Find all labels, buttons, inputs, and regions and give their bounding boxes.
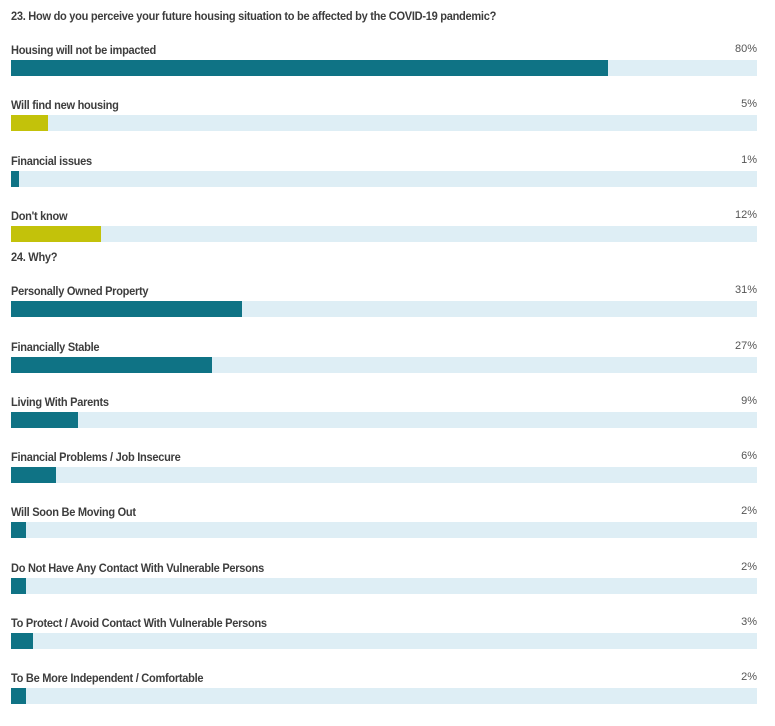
- category-label: To Be More Independent / Comfortable: [11, 671, 204, 686]
- bar-track: [11, 688, 757, 705]
- category-label: Financially Stable: [11, 339, 100, 354]
- bar: [11, 633, 33, 649]
- value-label: 27%: [734, 339, 757, 352]
- bar: [11, 577, 26, 594]
- value-label: 31%: [734, 284, 757, 297]
- value-label: 6%: [741, 450, 757, 463]
- value-label: 2%: [741, 671, 757, 684]
- category-label: Living With Parents: [11, 394, 109, 409]
- value-label: 5%: [741, 98, 757, 111]
- bar: [11, 522, 26, 539]
- bar-track: [11, 170, 757, 187]
- category-label: Don't know: [11, 208, 68, 223]
- bar-track: [11, 577, 757, 594]
- bar: [11, 115, 48, 132]
- bar: [11, 411, 78, 428]
- bar: [11, 356, 212, 373]
- value-label: 12%: [734, 208, 757, 221]
- bar-track: [11, 115, 757, 132]
- category-label: Housing will not be impacted: [11, 43, 157, 57]
- bar-track: [11, 301, 757, 318]
- category-label: Financial issues: [11, 153, 92, 168]
- value-label: 2%: [741, 560, 757, 573]
- bar-track: [11, 225, 757, 242]
- bar-track: [11, 633, 757, 649]
- question-title: 24. Why?: [11, 250, 58, 265]
- value-label: 9%: [741, 394, 757, 407]
- bar: [11, 688, 26, 705]
- bar: [11, 225, 101, 242]
- category-label: Will find new housing: [11, 98, 119, 113]
- bar-track: [11, 467, 757, 484]
- category-label: Do Not Have Any Contact With Vulnerable …: [11, 560, 264, 575]
- category-label: Will Soon Be Moving Out: [11, 505, 136, 520]
- bar: [11, 301, 242, 318]
- value-label: 3%: [741, 616, 757, 628]
- bar-track: [11, 411, 757, 428]
- bar: [11, 60, 608, 76]
- value-label: 80%: [734, 43, 757, 55]
- bar: [11, 467, 56, 484]
- value-label: 1%: [741, 153, 757, 166]
- value-label: 2%: [741, 505, 757, 518]
- category-label: To Protect / Avoid Contact With Vulnerab…: [11, 616, 267, 630]
- bar-track: [11, 522, 757, 539]
- bar: [11, 170, 19, 187]
- category-label: Personally Owned Property: [11, 284, 149, 299]
- bar-track: [11, 60, 757, 76]
- question-title: 23. How do you perceive your future hous…: [11, 9, 497, 23]
- category-label: Financial Problems / Job Insecure: [11, 450, 181, 465]
- bar-track: [11, 356, 757, 373]
